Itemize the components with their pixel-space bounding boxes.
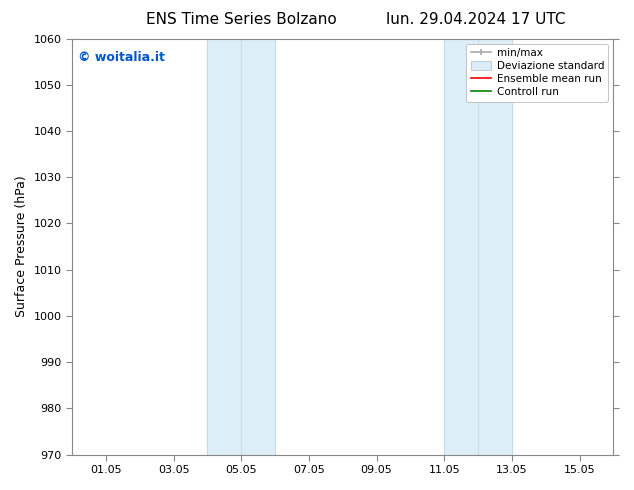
- Bar: [242, 39, 275, 455]
- Text: lun. 29.04.2024 17 UTC: lun. 29.04.2024 17 UTC: [385, 12, 566, 27]
- Bar: [444, 39, 478, 455]
- Bar: [207, 39, 242, 455]
- Text: ENS Time Series Bolzano: ENS Time Series Bolzano: [146, 12, 336, 27]
- Legend: min/max, Deviazione standard, Ensemble mean run, Controll run: min/max, Deviazione standard, Ensemble m…: [467, 44, 608, 101]
- Y-axis label: Surface Pressure (hPa): Surface Pressure (hPa): [15, 176, 28, 318]
- Text: © woitalia.it: © woitalia.it: [77, 51, 164, 64]
- Bar: [478, 39, 512, 455]
